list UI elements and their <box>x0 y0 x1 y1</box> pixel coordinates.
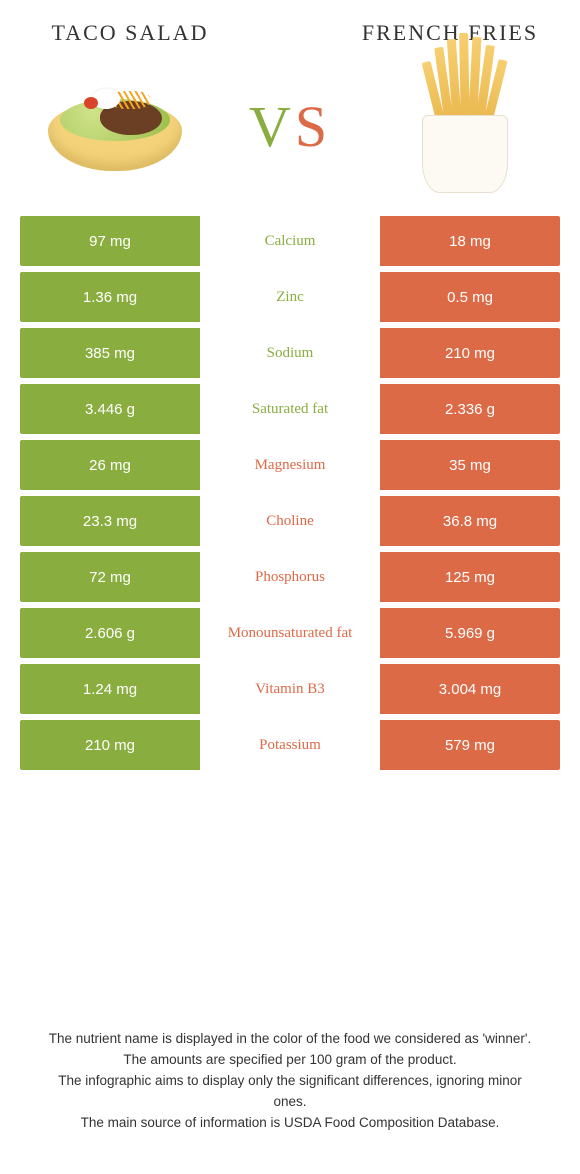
left-food-title: Taco salad <box>30 20 230 46</box>
nutrient-label: Phosphorus <box>200 552 380 602</box>
nutrient-label: Choline <box>200 496 380 546</box>
left-value: 385 mg <box>20 328 200 378</box>
table-row: 2.606 gMonounsaturated fat5.969 g <box>20 608 560 658</box>
left-value: 210 mg <box>20 720 200 770</box>
right-value: 35 mg <box>380 440 560 490</box>
vs-s-letter: S <box>295 94 331 159</box>
footer-line-1: The nutrient name is displayed in the co… <box>40 1029 540 1050</box>
nutrient-label: Zinc <box>200 272 380 322</box>
footer-line-4: The main source of information is USDA F… <box>40 1113 540 1134</box>
left-value: 3.446 g <box>20 384 200 434</box>
right-value: 0.5 mg <box>380 272 560 322</box>
left-value: 97 mg <box>20 216 200 266</box>
right-value: 3.004 mg <box>380 664 560 714</box>
left-value: 23.3 mg <box>20 496 200 546</box>
table-row: 1.36 mgZinc0.5 mg <box>20 272 560 322</box>
footer-notes: The nutrient name is displayed in the co… <box>0 1029 580 1134</box>
nutrient-label: Saturated fat <box>200 384 380 434</box>
footer-line-3: The infographic aims to display only the… <box>40 1071 540 1113</box>
table-row: 3.446 gSaturated fat2.336 g <box>20 384 560 434</box>
nutrient-label: Magnesium <box>200 440 380 490</box>
table-row: 385 mgSodium210 mg <box>20 328 560 378</box>
french-fries-image <box>380 56 550 196</box>
right-value: 36.8 mg <box>380 496 560 546</box>
nutrient-label: Monounsaturated fat <box>200 608 380 658</box>
table-row: 210 mgPotassium579 mg <box>20 720 560 770</box>
right-value: 2.336 g <box>380 384 560 434</box>
right-value: 579 mg <box>380 720 560 770</box>
table-row: 72 mgPhosphorus125 mg <box>20 552 560 602</box>
taco-salad-icon <box>40 71 190 181</box>
taco-salad-image <box>30 56 200 196</box>
table-row: 23.3 mgCholine36.8 mg <box>20 496 560 546</box>
left-value: 26 mg <box>20 440 200 490</box>
right-value: 125 mg <box>380 552 560 602</box>
table-row: 26 mgMagnesium35 mg <box>20 440 560 490</box>
nutrient-label: Potassium <box>200 720 380 770</box>
vs-v-letter: V <box>249 94 295 159</box>
right-value: 210 mg <box>380 328 560 378</box>
nutrient-label: Calcium <box>200 216 380 266</box>
table-row: 97 mgCalcium18 mg <box>20 216 560 266</box>
vs-row: VS <box>0 56 580 216</box>
left-value: 1.36 mg <box>20 272 200 322</box>
nutrient-label: Vitamin B3 <box>200 664 380 714</box>
comparison-table: 97 mgCalcium18 mg 1.36 mgZinc0.5 mg 385 mg… <box>20 216 560 770</box>
nutrient-label: Sodium <box>200 328 380 378</box>
table-row: 1.24 mgVitamin B33.004 mg <box>20 664 560 714</box>
right-value: 18 mg <box>380 216 560 266</box>
left-value: 1.24 mg <box>20 664 200 714</box>
left-value: 2.606 g <box>20 608 200 658</box>
footer-line-2: The amounts are specified per 100 gram o… <box>40 1050 540 1071</box>
french-fries-icon <box>400 51 530 201</box>
vs-label: VS <box>249 93 331 160</box>
right-value: 5.969 g <box>380 608 560 658</box>
left-value: 72 mg <box>20 552 200 602</box>
